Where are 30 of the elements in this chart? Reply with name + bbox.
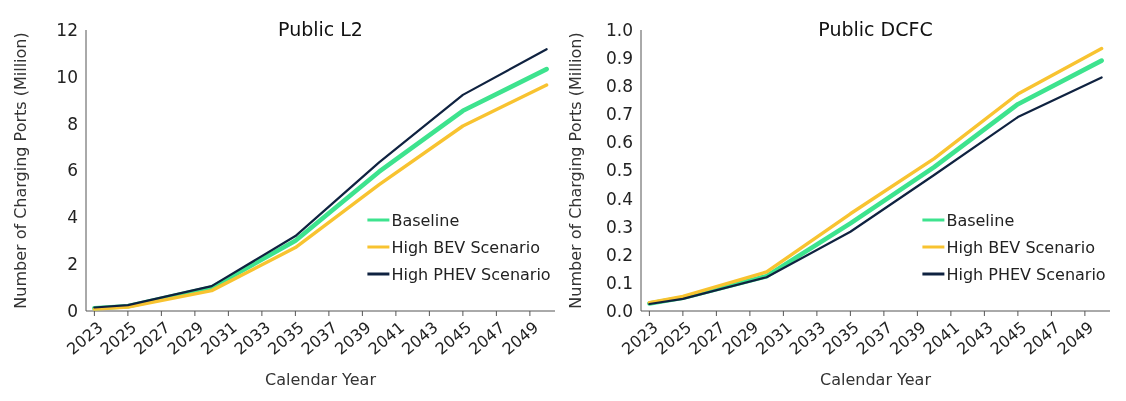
y-tick-label: 8	[67, 113, 78, 134]
y-tick-label: 0.8	[605, 76, 633, 97]
y-tick-label: 0.3	[605, 216, 633, 237]
y-tick-label: 4	[67, 207, 78, 228]
y-axis-title: Number of Charging Ports (Million)	[11, 32, 30, 309]
y-tick-label: 10	[56, 66, 78, 87]
chart-title: Public DCFC	[818, 17, 933, 40]
y-axis-title: Number of Charging Ports (Million)	[566, 32, 585, 309]
legend-label: High PHEV Scenario	[391, 264, 551, 284]
y-tick-label: 0.9	[605, 48, 633, 69]
y-tick-label: 0.2	[605, 244, 633, 265]
y-tick-label: 0.7	[605, 104, 633, 125]
y-tick-label: 0.4	[605, 188, 633, 209]
y-tick-label: 0.6	[605, 132, 633, 153]
y-tick-label: 2	[67, 254, 78, 275]
legend-label: High PHEV Scenario	[946, 264, 1106, 284]
y-tick-label: 0.0	[605, 300, 633, 321]
y-tick-label: 1.0	[605, 19, 633, 40]
y-tick-label: 6	[67, 160, 78, 181]
y-tick-label: 0	[67, 300, 78, 321]
x-axis-title: Calendar Year	[265, 370, 377, 389]
legend-label: High BEV Scenario	[946, 237, 1095, 257]
legend-label: Baseline	[946, 210, 1015, 230]
legend-label: High BEV Scenario	[391, 237, 540, 257]
y-tick-label: 12	[56, 19, 78, 40]
y-tick-label: 0.1	[605, 272, 633, 293]
y-tick-label: 0.5	[605, 160, 633, 181]
legend-label: Baseline	[391, 210, 460, 230]
chart-title: Public L2	[278, 17, 363, 40]
x-axis-title: Calendar Year	[820, 370, 932, 389]
